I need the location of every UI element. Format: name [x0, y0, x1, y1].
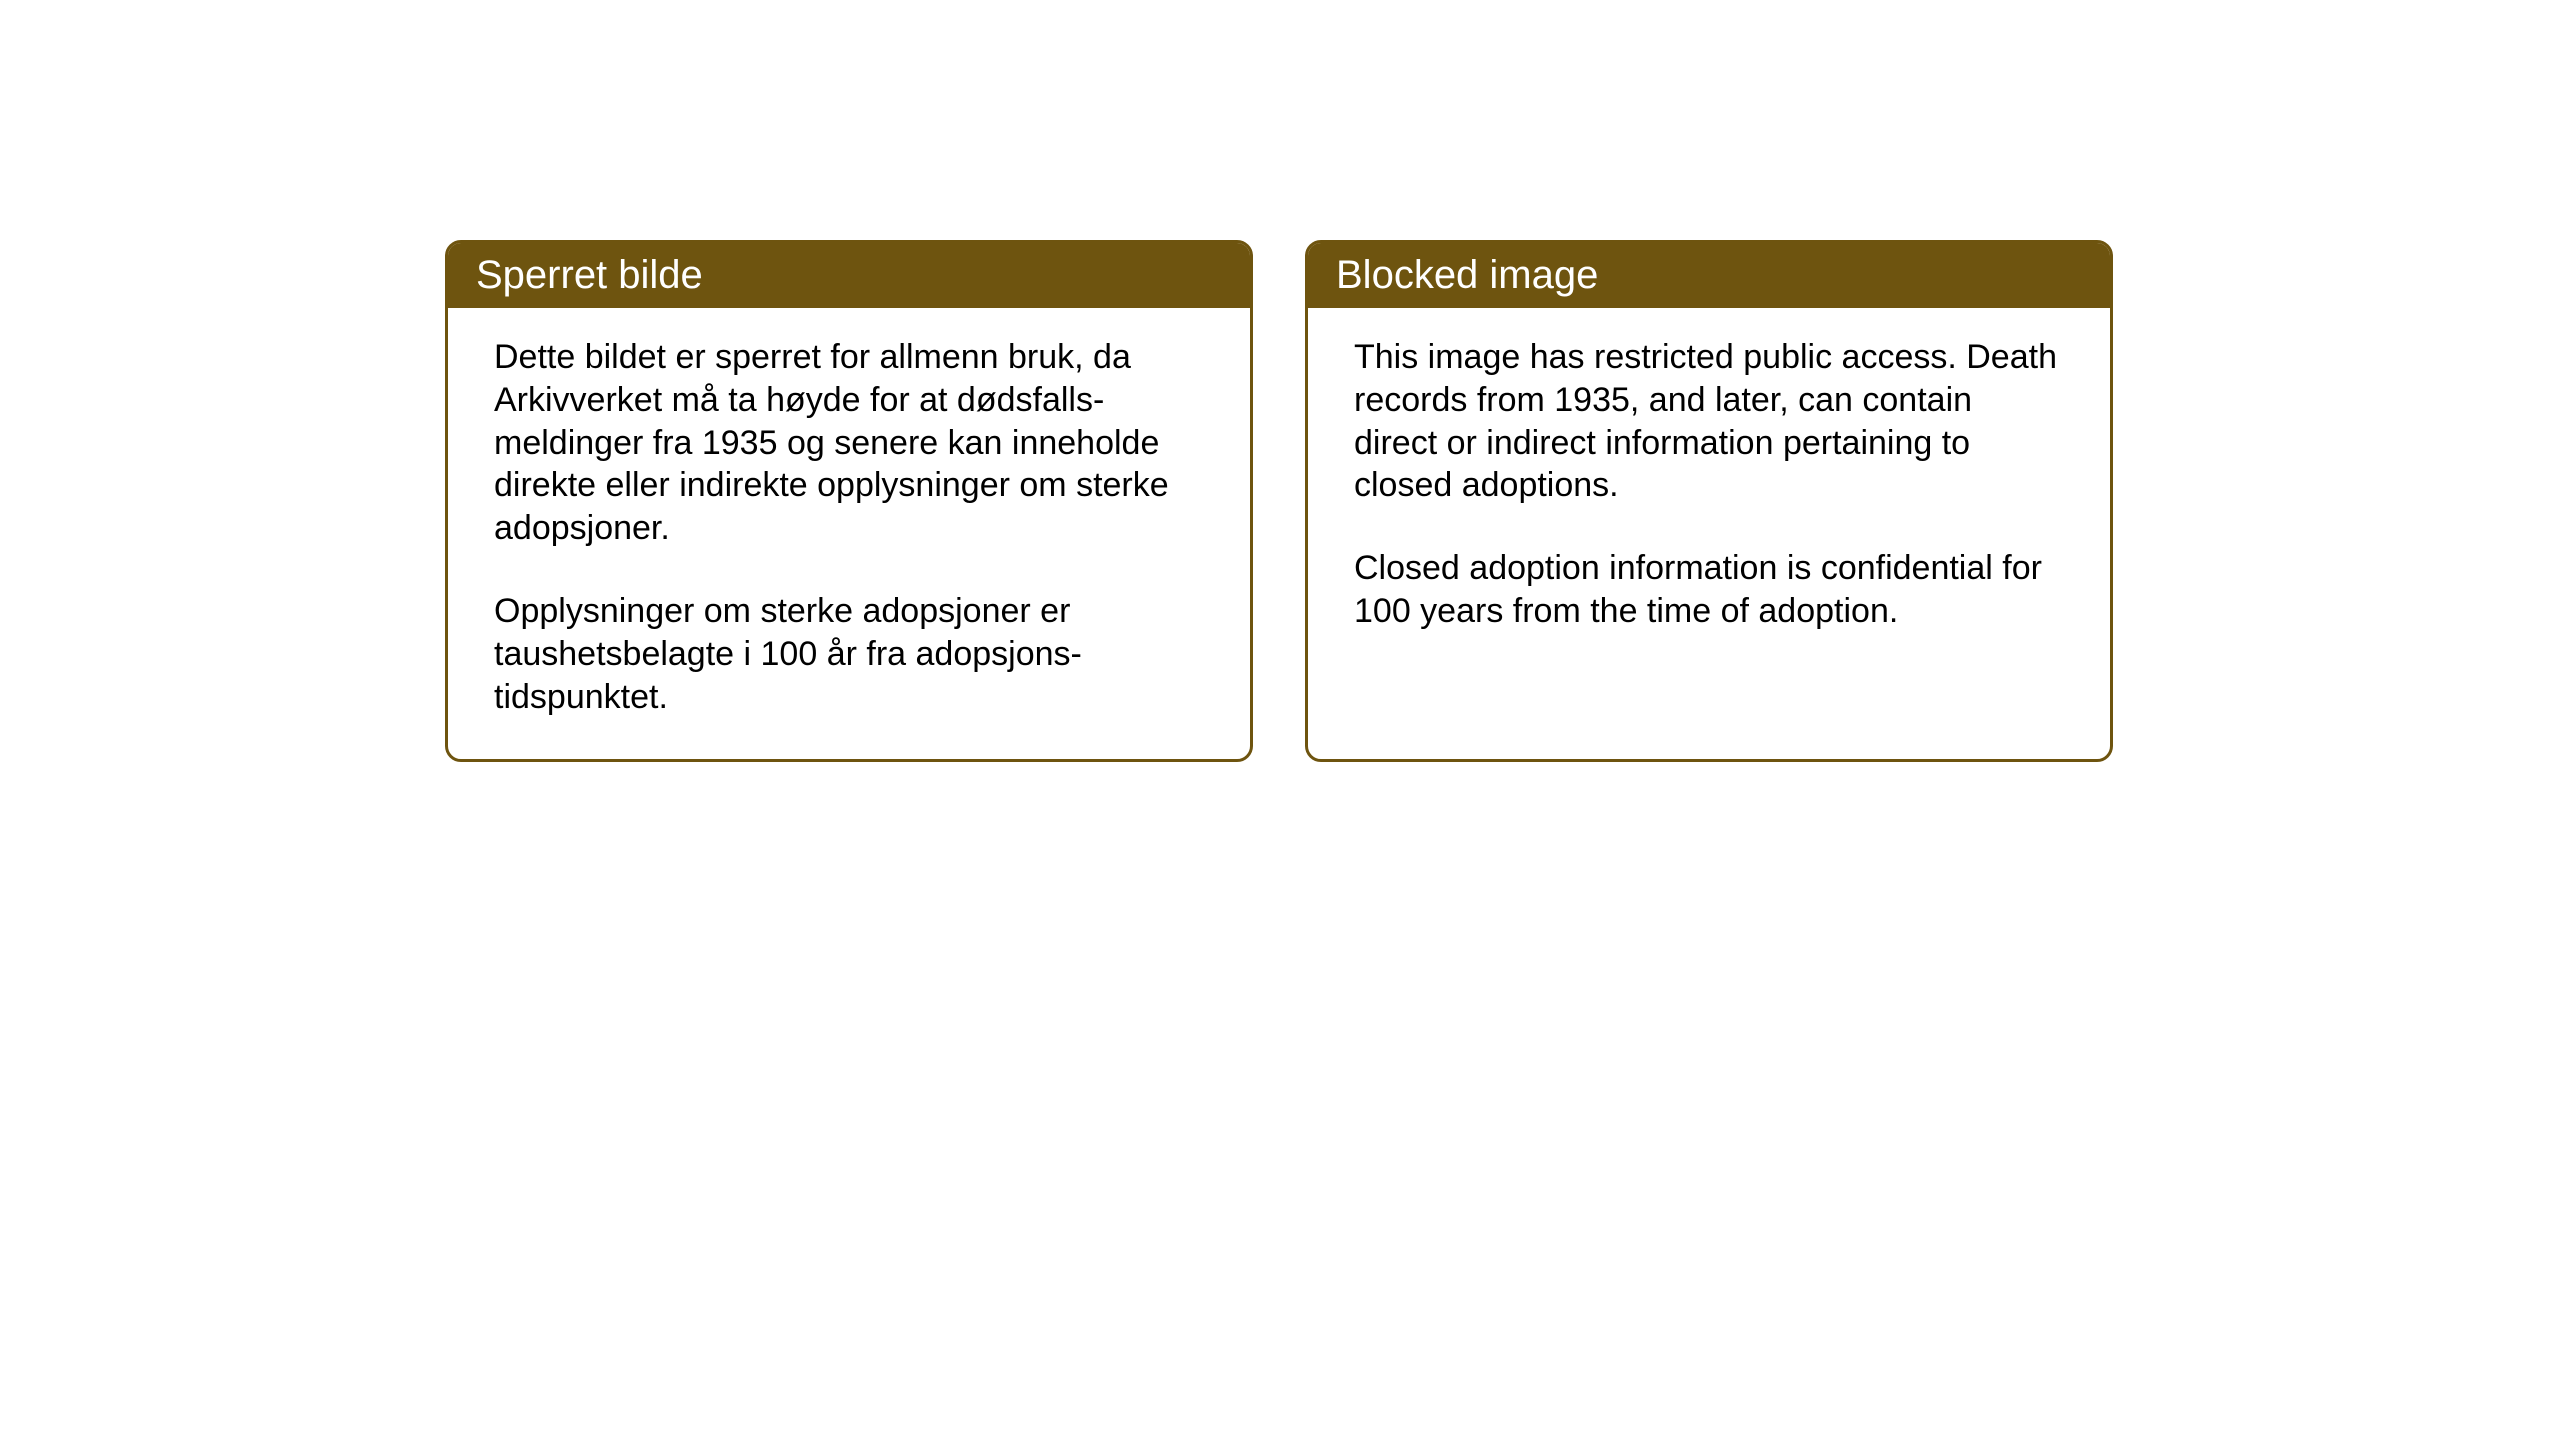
card-english-title: Blocked image — [1336, 253, 1598, 297]
card-norwegian-header: Sperret bilde — [448, 243, 1250, 308]
card-norwegian: Sperret bilde Dette bildet er sperret fo… — [445, 240, 1253, 762]
card-norwegian-paragraph-1: Dette bildet er sperret for allmenn bruk… — [494, 336, 1204, 550]
card-norwegian-title: Sperret bilde — [476, 253, 703, 297]
cards-container: Sperret bilde Dette bildet er sperret fo… — [445, 240, 2113, 762]
card-english-paragraph-1: This image has restricted public access.… — [1354, 336, 2064, 507]
card-english-body: This image has restricted public access.… — [1308, 308, 2110, 673]
card-norwegian-body: Dette bildet er sperret for allmenn bruk… — [448, 308, 1250, 759]
card-norwegian-paragraph-2: Opplysninger om sterke adopsjoner er tau… — [494, 590, 1204, 718]
card-english-paragraph-2: Closed adoption information is confident… — [1354, 547, 2064, 633]
card-english-header: Blocked image — [1308, 243, 2110, 308]
card-english: Blocked image This image has restricted … — [1305, 240, 2113, 762]
